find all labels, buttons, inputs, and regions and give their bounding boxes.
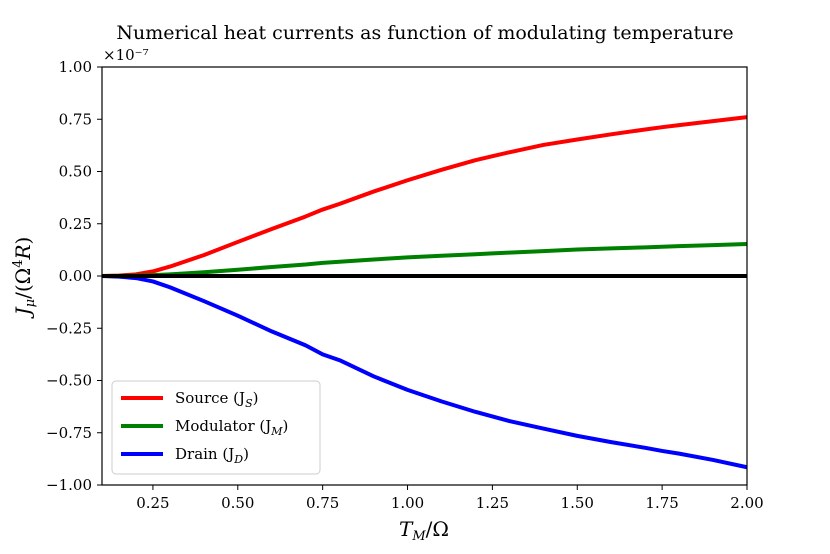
y-axis-label: Jμ/(Ω4R) — [11, 237, 38, 320]
series-layer — [101, 115, 748, 470]
x-tick-label: 0.50 — [221, 494, 254, 512]
y-tick-label: −0.25 — [46, 319, 92, 337]
legend: Source (JS) Modulator (JM) Drain (JD) — [111, 380, 321, 475]
x-tick-label: 0.25 — [136, 494, 169, 512]
x-axis-ticks: 0.25 0.50 0.75 1.00 1.25 1.50 1.75 2.00 — [136, 485, 764, 512]
y-scale-label: ×10⁻⁷ — [103, 46, 149, 64]
y-axis-ticks: −1.00 −0.75 −0.50 −0.25 0.00 0.25 0.50 0.75 1.00 — [46, 58, 102, 494]
legend-box — [111, 380, 321, 475]
y-tick-label: 1.00 — [59, 58, 92, 76]
y-tick-label: 0.50 — [59, 163, 92, 181]
x-axis-label: TM/Ω — [399, 517, 449, 544]
x-tick-label: 2.00 — [730, 494, 763, 512]
y-tick-label: 0.00 — [59, 267, 92, 285]
plot-area: 0.25 0.50 0.75 1.00 1.25 1.50 1.75 2.00 −1.00 −0… — [46, 58, 764, 512]
y-tick-label: −1.00 — [46, 476, 92, 494]
y-tick-label: 0.25 — [59, 215, 92, 233]
legend-label: Modulator (JM) — [175, 417, 288, 438]
legend-label: Drain (JD) — [175, 445, 249, 466]
chart-title: Numerical heat currents as function of m… — [116, 22, 733, 44]
x-tick-label: 0.75 — [306, 494, 339, 512]
y-tick-label: −0.50 — [46, 372, 92, 390]
x-tick-label: 1.25 — [476, 494, 509, 512]
x-tick-label: 1.00 — [391, 494, 424, 512]
x-tick-label: 1.75 — [645, 494, 678, 512]
series-line-source-j-s — [101, 115, 748, 278]
y-tick-label: −0.75 — [46, 424, 92, 442]
x-tick-label: 1.50 — [561, 494, 594, 512]
series-line-modulator-j-m — [101, 242, 748, 278]
y-tick-label: 0.75 — [59, 110, 92, 128]
legend-label: Source (JS) — [175, 389, 258, 410]
series-line-drain-j-d — [101, 274, 748, 470]
